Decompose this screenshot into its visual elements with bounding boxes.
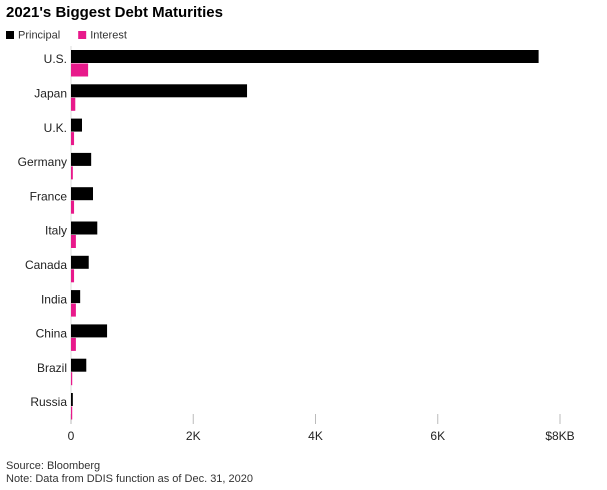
bar <box>71 372 73 386</box>
bar <box>71 290 81 304</box>
bar <box>71 358 87 372</box>
bar <box>71 200 75 214</box>
legend-label: Interest <box>90 29 127 41</box>
y-tick-label: U.K. <box>44 121 67 135</box>
bar <box>71 337 76 351</box>
bar <box>71 84 248 98</box>
y-tick-label: U.S. <box>44 52 67 66</box>
bar <box>71 50 539 63</box>
bar <box>71 152 92 166</box>
y-tick-label: Brazil <box>37 361 67 375</box>
note: Note: Data from DDIS function as of Dec.… <box>6 473 253 485</box>
y-tick-label: Italy <box>45 224 67 238</box>
chart-title: 2021's Biggest Debt Maturities <box>6 4 223 21</box>
bar <box>71 187 94 201</box>
x-tick-label: 4K <box>308 429 323 443</box>
bar <box>71 97 76 111</box>
y-tick-label: Canada <box>25 258 67 272</box>
bar <box>71 132 75 146</box>
x-tick-label: $8KB <box>545 429 574 443</box>
y-tick-label: China <box>36 327 68 341</box>
legend-label: Principal <box>18 29 60 41</box>
legend-swatch <box>6 31 14 39</box>
source: Source: Bloomberg <box>6 460 100 472</box>
bar <box>71 393 73 406</box>
bar <box>71 303 76 317</box>
y-tick-label: Japan <box>34 86 67 100</box>
bar <box>71 269 75 283</box>
bar <box>71 255 89 269</box>
bar <box>71 406 73 420</box>
bar <box>71 221 98 235</box>
x-tick-label: 2K <box>186 429 201 443</box>
bar <box>71 63 89 77</box>
y-tick-label: Germany <box>18 155 67 169</box>
bar <box>71 166 73 180</box>
bar <box>71 324 108 338</box>
legend-swatch <box>78 31 87 39</box>
y-tick-label: India <box>41 292 67 306</box>
x-tick-label: 6K <box>430 429 445 443</box>
bar <box>71 235 76 248</box>
y-tick-label: Russia <box>30 395 67 409</box>
y-tick-label: France <box>30 189 68 203</box>
x-tick-label: 0 <box>68 429 75 443</box>
bar <box>71 118 83 132</box>
